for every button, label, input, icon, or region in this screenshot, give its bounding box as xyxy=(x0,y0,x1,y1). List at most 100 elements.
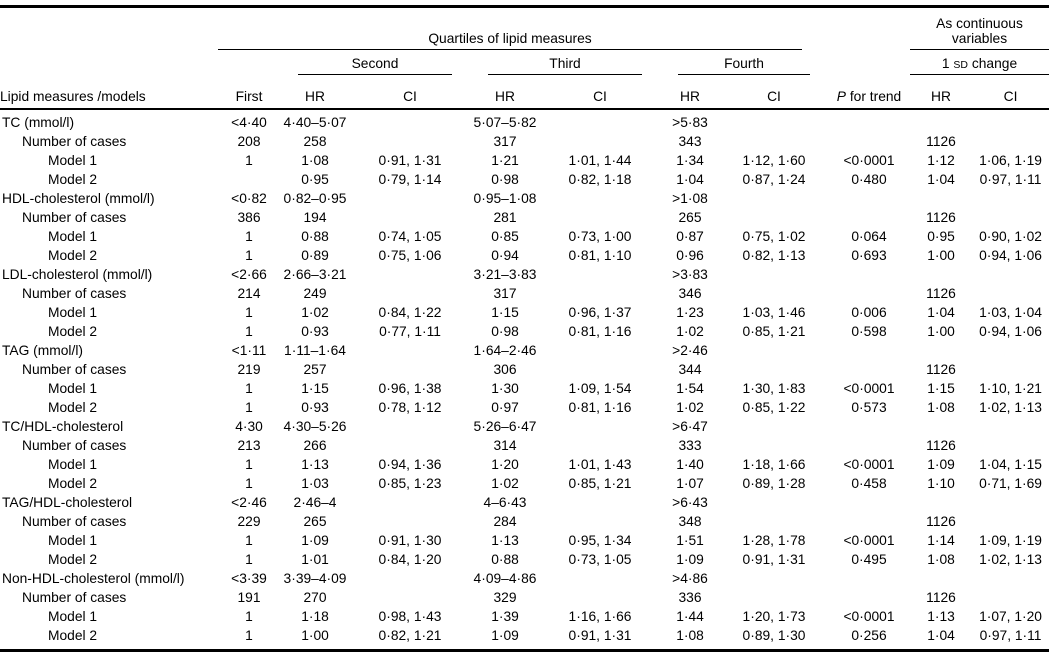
cell xyxy=(828,436,910,455)
cell xyxy=(720,265,828,284)
row-label: Model 2 xyxy=(48,628,98,643)
cell: <0·0001 xyxy=(843,609,895,624)
spanner-second-label: Second xyxy=(351,56,399,71)
cell: 0·75, 1·02 xyxy=(742,229,806,244)
quartiles-group-label: Quartiles of lipid measures xyxy=(428,31,592,46)
cell xyxy=(350,109,470,132)
row-label: TAG/HDL-cholesterol xyxy=(2,495,133,510)
table-row: Number of cases 229 265 284 348 1126 xyxy=(0,512,1049,531)
cell xyxy=(540,132,660,151)
cell xyxy=(972,109,1049,132)
table-row: Model 2 1 1·01 0·84, 1·20 0·88 0·73, 1·05 1·09… xyxy=(0,550,1049,569)
cell: <4·40 xyxy=(231,115,267,130)
table-row: Number of cases 191 270 329 336 1126 xyxy=(0,588,1049,607)
table-row: Model 2 1 0·93 0·78, 1·12 0·97 0·81, 1·16 1·02… xyxy=(0,398,1049,417)
cell: 1 xyxy=(245,248,253,263)
row-label: Model 1 xyxy=(48,381,98,396)
row-label: TC/HDL-cholesterol xyxy=(2,419,124,434)
row-label: Model 2 xyxy=(48,476,98,491)
table-row: Model 1 1 1·18 0·98, 1·43 1·39 1·16, 1·66 1·44… xyxy=(0,607,1049,626)
cell: 1·12 xyxy=(927,153,955,168)
table-row: TAG/HDL-cholesterol <2·46 2·46–4 4–6·43 >6·4… xyxy=(0,493,1049,512)
cell: 3·21–3·83 xyxy=(473,267,537,282)
row-label: Model 1 xyxy=(48,229,98,244)
cell: 1·06, 1·19 xyxy=(979,153,1042,168)
cell: 4·30 xyxy=(235,419,263,434)
row-label: Model 1 xyxy=(48,533,98,548)
cell: 1·21 xyxy=(491,153,519,168)
cell: 1·04 xyxy=(927,628,955,643)
row-label: Number of cases xyxy=(22,286,127,301)
cell xyxy=(972,284,1049,303)
row-label: Model 1 xyxy=(48,457,98,472)
col-header-hr-second: HR xyxy=(280,75,350,110)
row-label: LDL-cholesterol (mmol/l) xyxy=(2,267,153,282)
cell xyxy=(540,588,660,607)
spanner-second: Second xyxy=(280,50,470,75)
cell: 0·88 xyxy=(301,229,329,244)
cell: 0·89 xyxy=(301,248,329,263)
row-label: Model 2 xyxy=(48,172,98,187)
cell: 0·458 xyxy=(851,476,887,491)
cell: 1 xyxy=(245,153,253,168)
cell: 0·98 xyxy=(491,324,519,339)
table-row: Model 2 1 1·03 0·85, 1·23 1·02 0·85, 1·21 1·07… xyxy=(0,474,1049,493)
cell: 1·09, 1·19 xyxy=(979,533,1042,548)
table-row: Model 1 1 1·09 0·91, 1·30 1·13 0·95, 1·34 1·51… xyxy=(0,531,1049,550)
cell: 343 xyxy=(678,134,702,149)
table-row: HDL-cholesterol (mmol/l) <0·82 0·82–0·95 0·… xyxy=(0,189,1049,208)
cell: 1·08 xyxy=(301,153,329,168)
cell xyxy=(350,284,470,303)
cell: 1·28, 1·78 xyxy=(742,533,806,548)
cell: 1·30, 1·83 xyxy=(742,381,806,396)
table-row: Number of cases 386 194 281 265 1126 xyxy=(0,208,1049,227)
table-row: Model 1 1 1·02 0·84, 1·22 1·15 0·96, 1·37 1·23… xyxy=(0,303,1049,322)
cell: >2·46 xyxy=(672,343,708,358)
cell xyxy=(828,132,910,151)
cell: 1 xyxy=(245,229,253,244)
cell: >1·08 xyxy=(672,191,708,206)
cell: 1·23 xyxy=(676,305,704,320)
cell: 0·73, 1·05 xyxy=(568,552,632,567)
cell: 0·82, 1·18 xyxy=(568,172,632,187)
col-header-first: First xyxy=(218,75,280,110)
cell xyxy=(720,189,828,208)
col-header-ci-fourth: CI xyxy=(720,75,829,110)
cell: 1·02 xyxy=(301,305,329,320)
row-label: Model 2 xyxy=(48,248,98,263)
table-row: Number of cases 208 258 317 343 1126 xyxy=(0,132,1049,151)
cell xyxy=(828,493,910,512)
cell: 1·39 xyxy=(491,609,519,624)
cell: 386 xyxy=(237,210,261,225)
spanner-third: Third xyxy=(470,50,660,75)
cell: 213 xyxy=(237,438,261,453)
row-label: Non-HDL-cholesterol (mmol/l) xyxy=(2,571,185,586)
table-row: Model 1 1 0·88 0·74, 1·05 0·85 0·73, 1·00 0·87… xyxy=(0,227,1049,246)
cell xyxy=(720,132,828,151)
continuous-group-label: As continuous variables xyxy=(936,16,1023,46)
cell xyxy=(972,132,1049,151)
cell: 0·93 xyxy=(301,400,329,415)
cell: 329 xyxy=(493,590,517,605)
cell xyxy=(540,360,660,379)
cell: >4·86 xyxy=(672,571,708,586)
cell: 2·46–4 xyxy=(293,495,337,510)
cell: 1·01, 1·43 xyxy=(568,457,632,472)
cell: 5·07–5·82 xyxy=(473,115,537,130)
cell xyxy=(350,588,470,607)
cell: 1·04 xyxy=(676,172,704,187)
cell: 4·09–4·86 xyxy=(473,571,537,586)
cell: <0·0001 xyxy=(843,153,895,168)
col-header-ci-second: CI xyxy=(350,75,470,110)
row-label: Number of cases xyxy=(22,590,127,605)
cell: 1·07 xyxy=(676,476,704,491)
cell: 0·93 xyxy=(301,324,329,339)
cell: 191 xyxy=(237,590,261,605)
cell xyxy=(910,417,972,436)
cell: 1 xyxy=(245,400,253,415)
col-header-row-labels: Lipid measures /models xyxy=(0,75,218,110)
cell: 1 xyxy=(245,381,253,396)
group-spanner-row: Quartiles of lipid measures As continuou… xyxy=(0,7,1049,50)
cell xyxy=(972,189,1049,208)
cell: 1·15 xyxy=(301,381,329,396)
